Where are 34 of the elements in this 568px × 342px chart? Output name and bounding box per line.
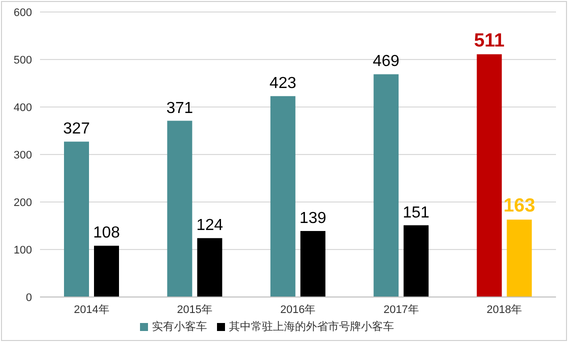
data-label: 108	[93, 224, 120, 242]
x-tick-label: 2015年	[177, 304, 213, 316]
x-tick-label: 2016年	[280, 304, 316, 316]
y-tick-label: 500	[14, 54, 32, 66]
legend-label: 其中常驻上海的外省市号牌小客车	[229, 321, 394, 333]
x-tick-label: 2018年	[486, 304, 522, 316]
x-tick-label: 2014年	[74, 304, 110, 316]
data-label: 371	[166, 100, 194, 117]
legend-label: 实有小客车	[152, 321, 207, 333]
bar	[300, 230, 326, 297]
bar	[197, 238, 222, 297]
y-tick-label: 400	[14, 102, 32, 114]
y-tick-label: 300	[14, 149, 32, 162]
bar	[476, 54, 502, 297]
data-label: 327	[63, 120, 90, 138]
bar	[64, 142, 89, 297]
bar	[94, 246, 119, 297]
y-tick-label: 200	[14, 196, 32, 209]
y-tick-label: 100	[14, 244, 32, 256]
data-label: 139	[300, 210, 326, 227]
y-tick-label: 0	[26, 292, 32, 304]
bar	[374, 74, 399, 297]
data-label: 151	[402, 204, 430, 222]
y-tick-label: 600	[14, 6, 32, 19]
bar	[506, 220, 532, 297]
data-label: 423	[270, 75, 296, 92]
data-label: 511	[474, 30, 506, 52]
bar	[270, 96, 296, 297]
bar	[167, 120, 192, 297]
x-tick-label: 2017年	[383, 304, 419, 316]
data-label: 163	[503, 196, 536, 217]
data-label: 124	[196, 217, 224, 234]
bar	[404, 225, 429, 297]
data-label: 469	[372, 53, 400, 70]
